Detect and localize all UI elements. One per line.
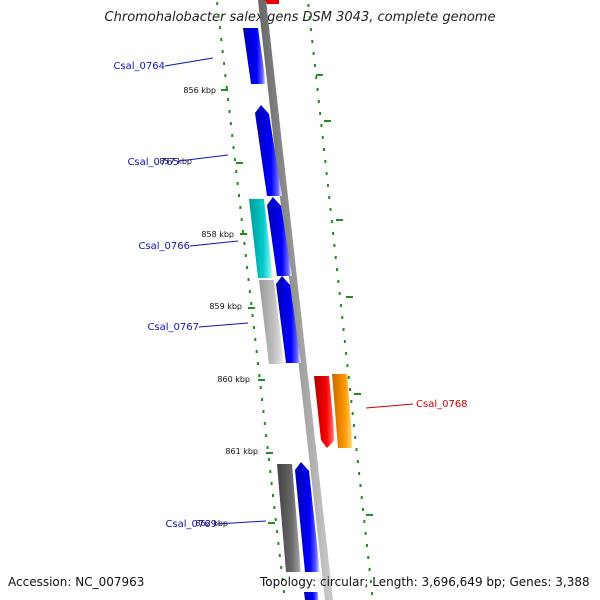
cds-csal-0765[interactable]: [255, 105, 282, 196]
tick-label: 862 kbp: [195, 519, 228, 528]
tick-label: 859 kbp: [209, 302, 242, 311]
tick-label: 858 kbp: [201, 230, 234, 239]
cds-csal-0766[interactable]: [267, 197, 292, 276]
cds-csal-0766-cyan[interactable]: [249, 199, 273, 278]
map-title: Chromohalobacter salexigens DSM 3043, co…: [104, 10, 496, 25]
gene-label[interactable]: Csal_0767: [147, 322, 199, 333]
gene-leader-line: [198, 322, 249, 328]
gene-label[interactable]: Csal_0768: [416, 399, 468, 410]
tick-label: 860 kbp: [217, 375, 250, 384]
cds-csal-0767-gray[interactable]: [259, 280, 284, 364]
cds-csal-0768-orange[interactable]: [332, 374, 353, 448]
gene-label[interactable]: Csal_0769: [165, 519, 217, 530]
cds-csal-0769[interactable]: [295, 462, 320, 572]
cds-bottom-fragment[interactable]: [304, 592, 319, 600]
gene-label[interactable]: Csal_0764: [113, 61, 165, 72]
tick-label: 861 kbp: [225, 447, 258, 456]
gene-leader-line: [164, 57, 214, 67]
gene-label[interactable]: Csal_0766: [138, 241, 190, 252]
gene-leader-line: [365, 403, 414, 409]
inner-dotted-track: [216, 2, 285, 593]
cds-csal-0768-red[interactable]: [314, 376, 335, 448]
gene-leader-line: [216, 520, 267, 525]
gene-leader-line: [178, 154, 229, 162]
genome-backbone: [258, 0, 333, 600]
kbp-ticks: 856 kbp 857 kbp 858 kbp 859 kbp 860 kbp 861 k…: [159, 86, 258, 528]
cds-csal-0767[interactable]: [276, 276, 301, 363]
cds-csal-0764[interactable]: [243, 28, 266, 84]
topology-text: Topology: circular; Length: 3,696,649 bp…: [260, 575, 590, 589]
gene-labels: Csal_0764 Csal_0765 Csal_0766 Csal_0767 Csal…: [113, 57, 468, 530]
cds-csal-0769-darkgray[interactable]: [277, 464, 301, 572]
tick-label: 856 kbp: [183, 86, 216, 95]
cds-fragment-top[interactable]: [265, 0, 279, 4]
tick-label: 857 kbp: [159, 157, 192, 166]
gene-leader-line: [189, 240, 239, 247]
gene-label[interactable]: Csal_0765: [127, 157, 179, 168]
accession-text: Accession: NC_007963: [8, 575, 145, 589]
outer-dotted-track: [307, 4, 374, 595]
